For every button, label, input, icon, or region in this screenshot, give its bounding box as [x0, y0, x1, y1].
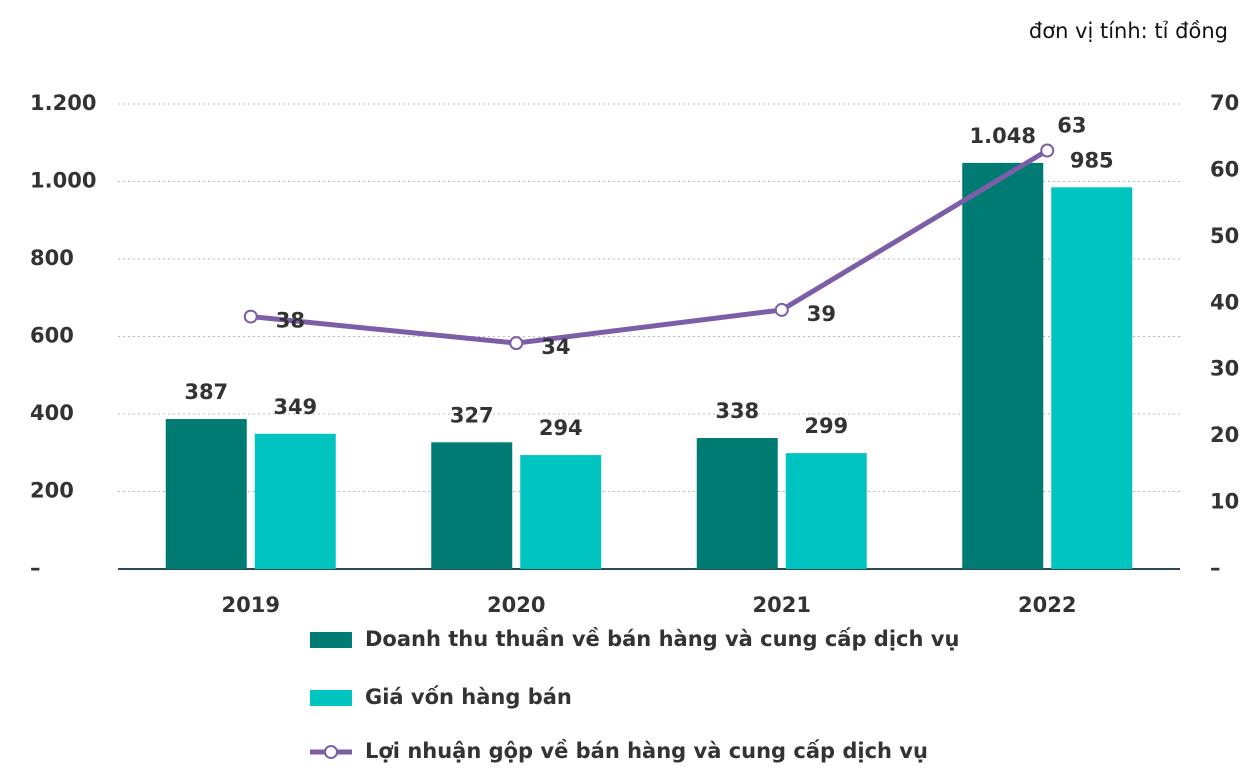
data-label: 338 [715, 399, 759, 423]
legend-marker [324, 745, 338, 759]
x-tick-label: 2020 [487, 593, 545, 617]
x-tick-label: 2019 [222, 593, 280, 617]
data-label: 349 [273, 395, 317, 419]
bar [520, 455, 602, 569]
data-label: 985 [1070, 148, 1114, 172]
y-tick-label: 1.200 [30, 91, 96, 115]
y2-tick-label: 40 [1210, 290, 1239, 314]
unit-note: đơn vị tính: tỉ đồng [1029, 19, 1228, 43]
y2-tick-label: 50 [1210, 224, 1239, 248]
bar [431, 442, 513, 569]
x-tick-label: 2022 [1018, 593, 1076, 617]
line [250, 148, 1049, 346]
data-label: 1.048 [970, 124, 1036, 148]
y2-tick-label: 20 [1210, 423, 1239, 447]
y2-tick-label: – [1210, 556, 1221, 580]
x-tick-label: 2021 [753, 593, 811, 617]
legend-swatch [310, 690, 352, 706]
y2-tick-label: 30 [1210, 357, 1239, 381]
data-label: 299 [804, 414, 848, 438]
legend-label: Giá vốn hàng bán [365, 685, 572, 709]
data-label: 387 [184, 380, 228, 404]
data-label: 34 [541, 335, 570, 359]
bar [696, 438, 778, 569]
y2-tick-label: 70 [1210, 91, 1239, 115]
y-tick-label: 1.000 [30, 169, 96, 193]
bar [1051, 187, 1133, 569]
data-label: 38 [276, 309, 305, 333]
y-tick-label: 800 [30, 246, 74, 270]
legend-swatch [310, 632, 352, 648]
line-point [509, 336, 524, 351]
legend-label: Doanh thu thuần về bán hàng và cung cấp … [365, 627, 959, 651]
y-tick-label: 200 [30, 479, 74, 503]
y2-tick-label: 10 [1210, 490, 1239, 514]
bar [165, 419, 247, 569]
line-point [1040, 143, 1055, 158]
data-label: 327 [450, 403, 494, 427]
line-point [774, 302, 789, 317]
y-tick-label: – [30, 556, 41, 580]
bar [962, 162, 1044, 569]
bar [254, 433, 336, 569]
y2-tick-label: 60 [1210, 157, 1239, 181]
line-point [243, 309, 258, 324]
y-tick-label: 400 [30, 401, 74, 425]
bar [785, 453, 867, 569]
data-label: 63 [1057, 114, 1086, 138]
legend-label: Lợi nhuận gộp về bán hàng và cung cấp dị… [365, 739, 928, 763]
data-label: 39 [807, 302, 836, 326]
y-tick-label: 600 [30, 324, 74, 348]
data-label: 294 [539, 416, 583, 440]
